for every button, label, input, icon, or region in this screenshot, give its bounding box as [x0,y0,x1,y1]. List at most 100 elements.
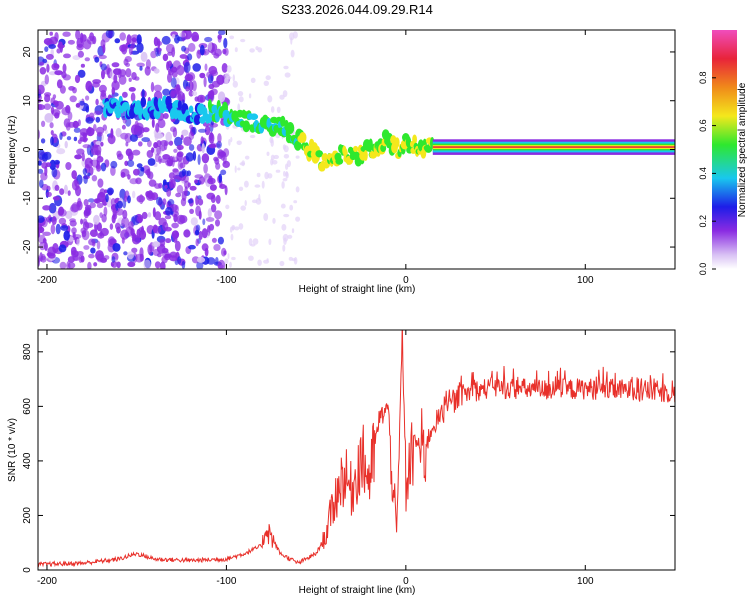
spectrogram-cell [85,80,93,92]
spectrogram-cell [183,136,192,146]
spectrogram-cell [85,116,94,124]
spectrogram-cell [92,241,96,247]
spectrogram-cell [166,188,172,197]
spectrogram-cell [208,83,215,90]
spectrogram-cell [156,196,163,206]
spectrogram-cell [194,174,204,179]
spectrogram-cell [232,80,238,88]
spectrogram-cell [282,90,288,98]
spectrogram-cell [249,134,256,139]
spectrogram-cell [50,136,54,146]
spectrogram-cell [120,229,129,240]
spectrogram-cell [38,226,45,234]
spectrogram-cell [121,124,126,130]
spectrogram-cell [282,144,286,150]
snr-y-tick-label: 800 [22,343,33,360]
spectrogram-cell [200,136,204,145]
spectrogram-cell [66,136,72,141]
spectrogram-cell [255,46,259,51]
spectrogram-cell [190,217,198,226]
spectrogram-cell [162,251,170,258]
spectrogram-cell [161,35,171,45]
spectrogram-cell [63,230,70,241]
spectrogram-cell [44,74,49,85]
spectrogram-cell [138,141,143,147]
spectrogram-cell [128,45,133,56]
spectrogram-cell [54,159,60,165]
spectrogram-cell [286,122,295,134]
spectrogram-cell [188,90,194,97]
spectrogram-cell [282,233,289,242]
spectrogram-cell [267,95,273,103]
spectrogram-cell [49,31,53,36]
spectrogram-cell [136,215,142,222]
spectrogram-cell [94,56,100,63]
spectrogram-cell [210,142,216,149]
spectrogram-cell [79,136,89,142]
spectrogram-cell [315,150,324,158]
spectrogram-cell [289,204,294,211]
spectrogram-cell [238,96,244,103]
spectrogram-cell [250,77,256,84]
spectrogram-cell [237,103,241,111]
spectrogram-cell [118,75,127,85]
spectrogram-cell [271,160,278,165]
spectrogram-cell [183,229,191,238]
spectrogram-cell [290,37,293,45]
spectrogram-cell [289,32,295,41]
spectrogram-cell [255,197,262,205]
spectrogram-cell [192,35,200,42]
spectrogram-cell [211,237,217,243]
spectrogram-cell [130,92,136,102]
spectrogram-cell [58,244,67,253]
spectrogram-cell [197,154,201,166]
spectrogram-cell [184,186,188,197]
spectrogram-cell [44,46,49,52]
spectrogram-cell [39,61,45,66]
spectrogram-cell [170,178,176,189]
spectrogram-cell [299,132,307,144]
snr-series-line [38,330,675,568]
spectrogram-cell [38,234,46,244]
spectrogram-cell [136,62,145,68]
spectrogram-cell [110,160,118,169]
spectrogram-cell [64,140,68,149]
spectrogram-cell [208,132,215,144]
spectrogram-cell [191,91,198,96]
spectrogram-cell [154,131,159,142]
spectrogram-cell [263,213,269,221]
spectrogram-cell [171,66,178,73]
snr-y-axis-label: SNR (10 * v/v) [7,418,18,482]
spectrogram-cell [238,186,244,191]
spectrogram-cell [44,92,52,97]
spectrogram-cell [140,253,145,262]
spectrogram-cell [120,168,130,177]
spectrogram-cell [294,140,302,151]
spectrogram-cell [92,157,97,168]
spectrogram-cell [115,222,121,230]
spectrogram-cell [72,87,77,94]
spectrogram-x-ticks: -200 -100 0 100 [37,30,594,286]
spectrogram-cell [107,134,116,145]
colorbar-tick-label: 0.0 [698,263,708,276]
colorbar-tick-label: 0.8 [698,72,708,85]
spectrogram-cell [179,54,188,59]
snr-x-tick-label: 0 [403,576,409,587]
snr-y-tick-label: 200 [22,507,33,524]
spectrogram-cell [38,215,45,223]
spectrogram-cell [84,157,93,169]
spectrogram-cell [217,236,224,245]
spectrogram-cell [45,191,52,198]
spectrogram-tone-band [432,146,675,148]
spectrogram-cell [95,116,101,123]
spectrogram-cell [189,124,194,130]
spectrogram-cell [72,234,82,239]
spectrogram-cell [123,58,129,66]
spectrogram-cell [208,41,213,52]
spectrogram-cell [207,208,212,218]
spectrogram-cell [83,199,89,207]
spectrogram-cell [99,212,103,219]
spectrogram-cell [170,77,177,88]
spectrogram-cell [59,188,65,196]
